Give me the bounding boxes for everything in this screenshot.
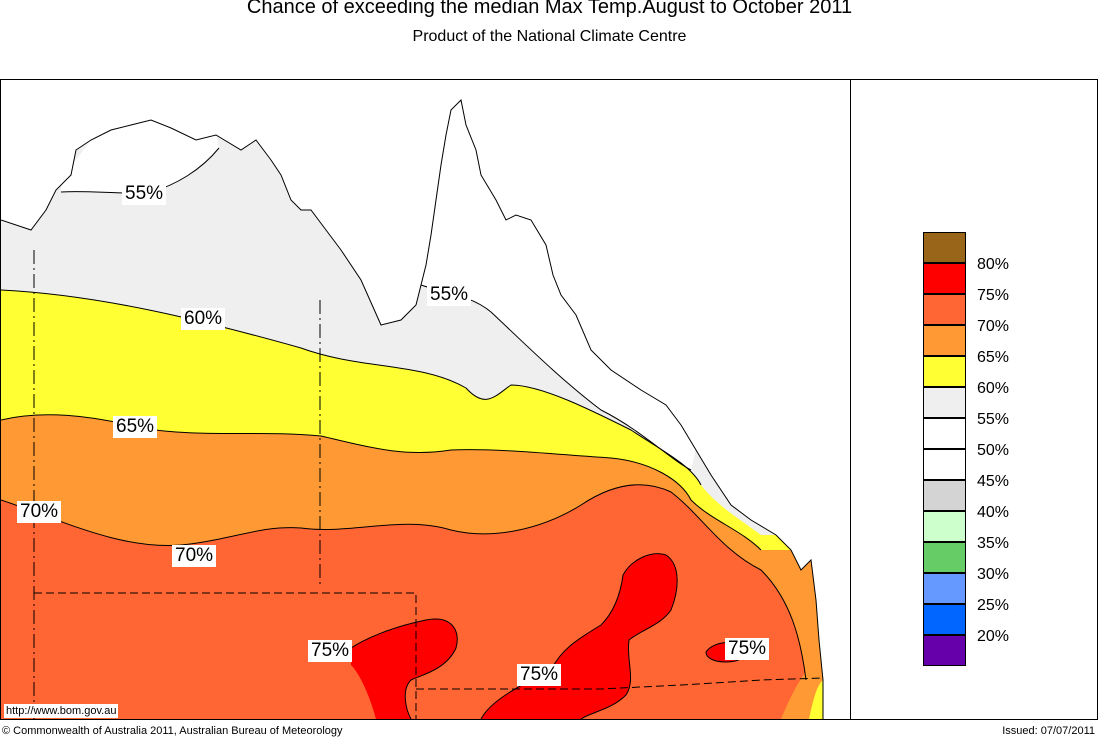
legend-swatch — [923, 480, 966, 511]
legend-swatch — [923, 263, 966, 294]
legend-label: 65% — [977, 349, 1010, 366]
legend-swatch — [923, 294, 966, 325]
contour-label-65: 65% — [113, 416, 158, 438]
contour-label-55-north: 55% — [122, 183, 167, 205]
state-border-nt-sa — [34, 592, 417, 719]
state-border-qld-nsw — [416, 677, 824, 690]
map-title: Chance of exceeding the median Max Temp.… — [246, 0, 853, 18]
legend-swatch — [923, 542, 966, 573]
legend-swatch — [923, 232, 966, 263]
legend-label: 60% — [977, 380, 1010, 397]
zone-50-north — [421, 100, 696, 470]
zone-60-coast — [809, 680, 823, 719]
contour-label-70: 70% — [172, 545, 217, 567]
contour-label-75-b: 75% — [517, 664, 562, 686]
contour-label-75-a: 75% — [308, 640, 353, 662]
legend-swatch — [923, 511, 966, 542]
legend-label: 40% — [977, 504, 1010, 521]
map-frame — [0, 79, 1098, 720]
legend-swatch — [923, 356, 966, 387]
legend-label: 25% — [977, 597, 1010, 614]
legend-divider — [850, 79, 851, 720]
contour-70 — [1, 484, 807, 681]
legend-label: 70% — [977, 318, 1010, 335]
website-link[interactable]: http://www.bom.gov.au — [4, 704, 119, 718]
legend-swatch — [923, 418, 966, 449]
issued-date: Issued: 07/07/2011 — [1002, 725, 1095, 737]
coastline — [1, 98, 824, 719]
contour-label-70-west: 70% — [17, 501, 62, 523]
legend-swatch — [923, 387, 966, 418]
legend-label: 20% — [977, 628, 1010, 645]
legend-label: 50% — [977, 442, 1010, 459]
contour-label-55-east: 55% — [427, 284, 472, 306]
zone-75-a — [351, 619, 458, 719]
legend-swatch — [923, 604, 966, 635]
zone-75-b — [481, 553, 678, 719]
zone-50-top — [61, 120, 219, 193]
legend-label: 35% — [977, 535, 1010, 552]
legend-swatch — [923, 573, 966, 604]
legend-swatch — [923, 449, 966, 480]
legend-label: 80% — [977, 256, 1010, 273]
probability-map — [1, 98, 824, 719]
legend-label: 75% — [977, 287, 1010, 304]
contour-label-75-c: 75% — [725, 638, 770, 660]
legend-label: 55% — [977, 411, 1010, 428]
legend-swatch — [923, 325, 966, 356]
legend-label: 30% — [977, 566, 1010, 583]
legend-label: 45% — [977, 473, 1010, 490]
copyright-text: © Commonwealth of Australia 2011, Austra… — [2, 725, 343, 737]
map-subtitle: Product of the National Climate Centre — [412, 28, 687, 45]
legend-swatch — [923, 635, 966, 666]
contour-label-60: 60% — [181, 308, 226, 330]
